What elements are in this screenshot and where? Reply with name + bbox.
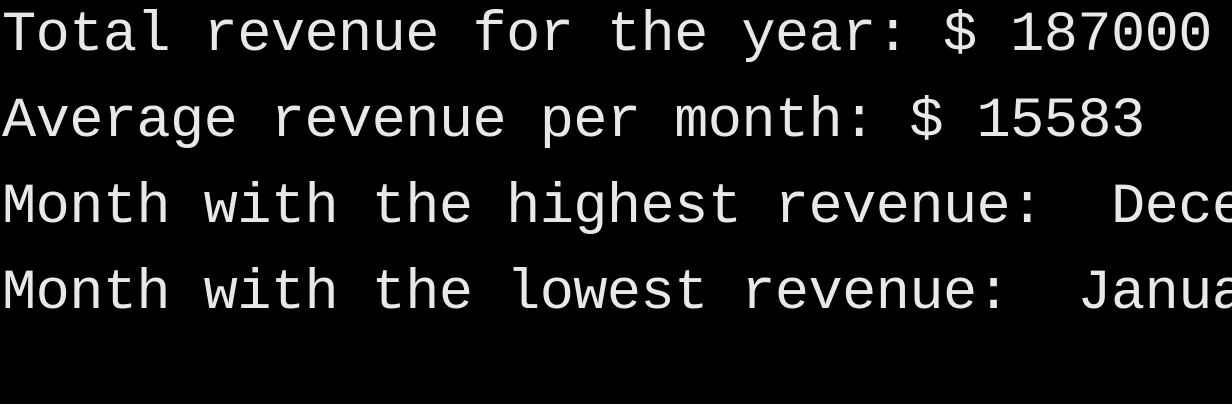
lowest-revenue-month-line: Month with the lowest revenue: January <box>2 262 1232 326</box>
average-revenue-line: Average revenue per month: $ 15583 <box>2 90 1145 154</box>
total-revenue-line: Total revenue for the year: $ 187000 <box>2 4 1212 68</box>
window-bottom-border <box>0 404 1232 411</box>
empty-prompt-row <box>2 352 12 404</box>
highest-revenue-month-line: Month with the highest revenue: December <box>2 176 1232 240</box>
